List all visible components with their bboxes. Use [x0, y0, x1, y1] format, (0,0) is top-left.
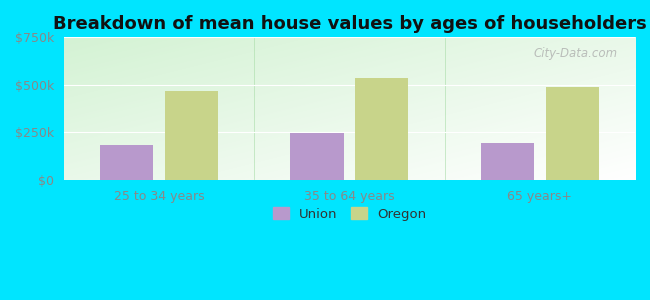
Title: Breakdown of mean house values by ages of householders: Breakdown of mean house values by ages o… [53, 15, 646, 33]
Bar [100, 145, 153, 180]
Bar [481, 143, 534, 180]
Text: City-Data.com: City-Data.com [534, 47, 618, 60]
Bar [165, 92, 218, 180]
Bar [355, 78, 408, 180]
Bar [545, 87, 599, 180]
Legend: Union, Oregon: Union, Oregon [266, 201, 433, 227]
Bar [291, 133, 344, 180]
